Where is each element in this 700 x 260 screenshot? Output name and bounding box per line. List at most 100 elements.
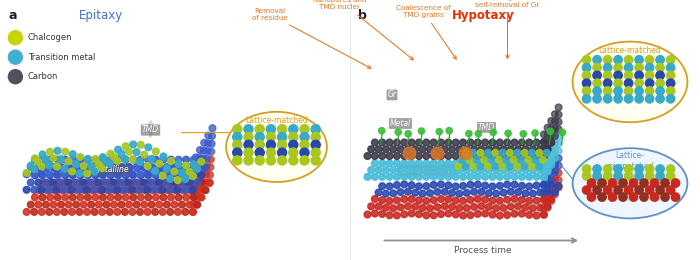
Ellipse shape: [528, 163, 536, 170]
Ellipse shape: [426, 190, 433, 197]
Ellipse shape: [379, 183, 386, 190]
Ellipse shape: [533, 153, 540, 159]
Ellipse shape: [311, 140, 321, 149]
Ellipse shape: [507, 163, 513, 170]
Ellipse shape: [379, 139, 386, 146]
Ellipse shape: [390, 146, 397, 153]
Ellipse shape: [200, 147, 207, 154]
Ellipse shape: [635, 79, 643, 87]
Ellipse shape: [164, 187, 171, 193]
Ellipse shape: [88, 179, 95, 186]
Ellipse shape: [76, 186, 83, 193]
Ellipse shape: [543, 150, 550, 156]
Ellipse shape: [171, 164, 178, 170]
Ellipse shape: [548, 176, 554, 183]
Ellipse shape: [467, 197, 474, 203]
Ellipse shape: [136, 171, 144, 178]
Ellipse shape: [393, 173, 400, 180]
Text: Downward growth
of TMD layers and
self-removal of Gr: Downward growth of TMD layers and self-r…: [475, 0, 540, 58]
Ellipse shape: [134, 187, 141, 193]
Ellipse shape: [467, 181, 474, 188]
Ellipse shape: [91, 168, 98, 175]
Ellipse shape: [548, 147, 554, 153]
Ellipse shape: [511, 153, 518, 159]
Ellipse shape: [99, 209, 106, 215]
Ellipse shape: [167, 176, 174, 182]
Ellipse shape: [548, 198, 554, 204]
Ellipse shape: [50, 201, 57, 208]
Ellipse shape: [148, 179, 155, 186]
Ellipse shape: [190, 209, 196, 215]
Ellipse shape: [31, 186, 38, 193]
Ellipse shape: [364, 211, 371, 218]
Ellipse shape: [57, 164, 64, 170]
Ellipse shape: [164, 164, 170, 170]
Ellipse shape: [466, 131, 472, 137]
Ellipse shape: [266, 125, 276, 134]
Ellipse shape: [496, 182, 503, 189]
Ellipse shape: [455, 163, 462, 170]
Ellipse shape: [666, 87, 675, 95]
Ellipse shape: [23, 170, 30, 176]
Ellipse shape: [91, 209, 98, 215]
Ellipse shape: [116, 179, 122, 186]
Ellipse shape: [157, 187, 163, 193]
Ellipse shape: [603, 71, 612, 80]
Ellipse shape: [131, 179, 137, 186]
Ellipse shape: [300, 133, 309, 141]
Ellipse shape: [141, 201, 148, 208]
Ellipse shape: [635, 56, 643, 64]
Ellipse shape: [573, 42, 687, 122]
Ellipse shape: [175, 172, 182, 179]
Ellipse shape: [277, 140, 287, 149]
Ellipse shape: [23, 186, 30, 193]
Ellipse shape: [66, 165, 73, 171]
Ellipse shape: [582, 79, 591, 87]
Ellipse shape: [467, 139, 474, 146]
Ellipse shape: [449, 203, 456, 210]
Ellipse shape: [47, 172, 53, 179]
Ellipse shape: [85, 155, 91, 162]
Ellipse shape: [460, 198, 466, 204]
Ellipse shape: [192, 170, 198, 176]
Ellipse shape: [544, 175, 551, 182]
Ellipse shape: [50, 155, 57, 161]
Ellipse shape: [54, 147, 61, 154]
Ellipse shape: [69, 172, 76, 179]
Ellipse shape: [141, 164, 148, 170]
Ellipse shape: [614, 63, 622, 72]
Ellipse shape: [164, 201, 170, 208]
Ellipse shape: [95, 201, 102, 208]
Ellipse shape: [419, 167, 426, 173]
Ellipse shape: [277, 148, 287, 157]
Ellipse shape: [379, 160, 386, 167]
Ellipse shape: [38, 209, 45, 215]
Ellipse shape: [463, 190, 470, 196]
Ellipse shape: [645, 172, 654, 180]
Ellipse shape: [423, 173, 430, 180]
Ellipse shape: [368, 146, 374, 153]
Ellipse shape: [624, 95, 633, 103]
Ellipse shape: [460, 212, 466, 219]
Ellipse shape: [96, 187, 103, 193]
Ellipse shape: [174, 209, 181, 215]
Ellipse shape: [478, 146, 485, 153]
Ellipse shape: [127, 187, 133, 193]
Ellipse shape: [194, 166, 200, 172]
Ellipse shape: [103, 201, 110, 208]
Ellipse shape: [635, 172, 643, 180]
Ellipse shape: [372, 196, 378, 202]
Ellipse shape: [482, 139, 489, 146]
Ellipse shape: [85, 156, 91, 163]
Ellipse shape: [412, 167, 419, 173]
Ellipse shape: [149, 165, 156, 171]
Ellipse shape: [645, 87, 654, 95]
Ellipse shape: [167, 194, 174, 201]
Ellipse shape: [27, 201, 34, 208]
Ellipse shape: [490, 129, 496, 135]
Ellipse shape: [183, 179, 190, 186]
Ellipse shape: [54, 172, 61, 179]
Ellipse shape: [195, 187, 201, 193]
Ellipse shape: [656, 56, 664, 64]
Ellipse shape: [35, 158, 42, 165]
